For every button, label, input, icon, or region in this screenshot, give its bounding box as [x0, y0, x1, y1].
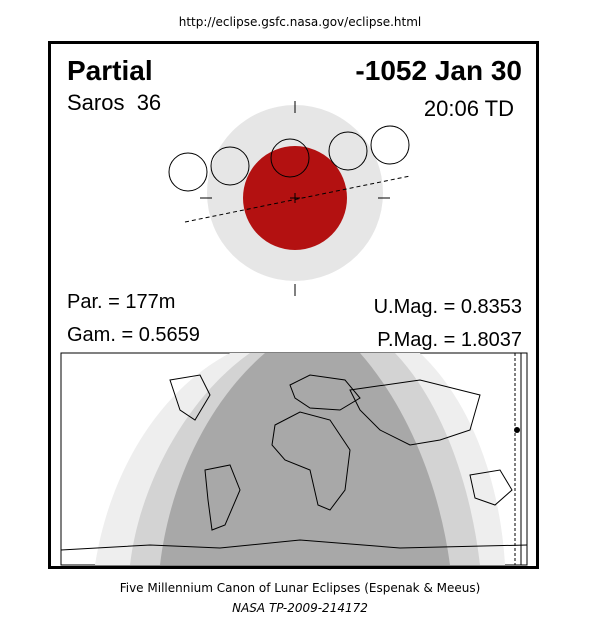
moon-zenith: [514, 427, 520, 433]
penumbral-magnitude: P.Mag. = 1.8037: [377, 329, 522, 351]
eclipse-diagram: [168, 101, 411, 296]
footer-reference: NASA TP-2009-214172: [232, 601, 368, 615]
umbral-region: [160, 353, 450, 565]
footer-title: Five Millennium Canon of Lunar Eclipses …: [120, 581, 481, 595]
time: 20:06 TD: [424, 96, 514, 121]
umbral-magnitude: U.Mag. = 0.8353: [374, 296, 522, 318]
moon-path: [184, 175, 411, 223]
visibility-map: [60, 352, 528, 566]
ticks: [200, 101, 390, 296]
gamma: Gam. = 0.5659: [67, 324, 200, 346]
saros: Saros 36: [67, 90, 161, 115]
eclipse-type: Partial: [67, 55, 153, 86]
frame: [48, 41, 539, 569]
url: http://eclipse.gsfc.nasa.gov/eclipse.htm…: [179, 15, 422, 29]
coastlines: [60, 374, 528, 551]
eclipse-date: -1052 Jan 30: [355, 55, 522, 86]
parameter: Par. = 177m: [67, 291, 175, 313]
moon-positions: [168, 125, 410, 192]
